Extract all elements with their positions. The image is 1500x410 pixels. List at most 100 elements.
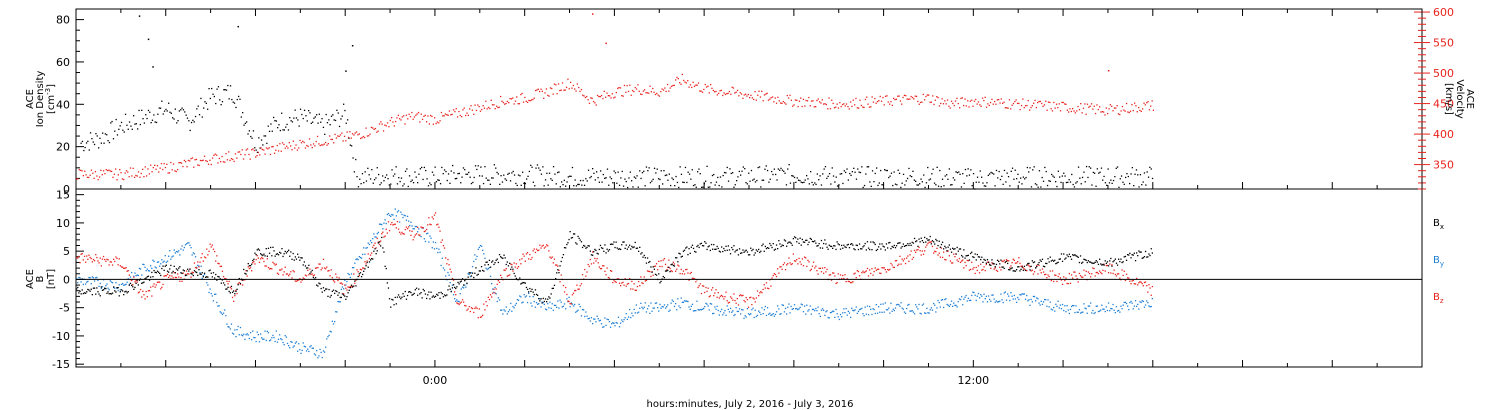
by-point [1017,296,1019,299]
bx-point [814,240,816,242]
by-point [182,249,184,251]
bz-point [737,304,740,306]
velocity-point [914,95,916,97]
bz-point [106,258,108,260]
density-point [538,167,540,169]
bx-point [807,243,809,246]
density-point [450,170,452,172]
by-point [745,316,747,318]
by-point [974,294,976,296]
velocity-point [645,92,647,94]
bz-point [844,274,846,276]
by-point [996,301,999,303]
density-point [711,174,714,177]
density-point [532,181,534,183]
bx-point [279,251,281,253]
by-point [321,356,323,359]
by-point [175,250,178,253]
density-point [795,181,797,183]
bz-point [725,291,727,293]
velocity-point [844,105,846,107]
density-point [582,179,584,182]
bx-point [368,261,371,263]
bx-point [1021,266,1023,268]
velocity-point [731,86,733,88]
by-point [743,317,745,319]
density-point [378,173,380,176]
by-point [555,304,557,307]
bz-point [571,294,574,296]
by-point [1024,298,1027,300]
by-point [938,301,940,304]
by-point [219,311,221,313]
by-point [970,299,972,301]
bz-point [663,258,666,260]
bz-point [1065,277,1067,279]
bx-point [110,293,113,295]
bx-point [943,248,945,250]
velocity-point [837,107,840,109]
bz-point [1007,260,1009,262]
by-point [225,315,227,317]
bz-point [617,278,620,280]
density-point [500,175,502,177]
bz-point [475,306,477,308]
bx-point [744,250,746,252]
density-point [456,177,458,180]
by-point [602,326,604,328]
density-point [635,177,637,179]
by-point [491,283,493,285]
velocity-point [1117,113,1120,115]
density-point [128,121,131,123]
bz-point [1079,275,1082,277]
density-point [1122,181,1124,183]
by-point [856,312,858,314]
density-point [1115,167,1117,169]
bz-point [897,264,899,267]
bz-point [455,294,457,296]
by-point [442,267,445,269]
velocity-point [494,108,496,110]
bx-point [972,256,974,258]
density-point [812,184,814,186]
by-point [131,271,133,274]
bx-point [1033,261,1036,263]
bz-point [828,274,830,276]
bz-point [698,285,700,287]
velocity-point [735,91,737,93]
bz-point [744,301,746,303]
density-axis-label: ACE Ion Density [cm-3] [25,71,57,128]
by-point [234,329,236,331]
velocity-point [887,101,889,103]
bx-point [448,285,450,287]
bz-point [853,273,855,275]
density-point [752,179,754,181]
by-point [492,288,494,290]
velocity-point [222,161,224,163]
density-point [687,171,689,173]
bx-point [528,291,530,293]
bz-point [996,270,999,272]
bx-point [355,285,357,287]
bx-point [964,257,966,259]
bz-point [768,287,770,290]
bx-point [995,263,998,266]
by-point [233,333,235,335]
bx-point [812,241,815,243]
bz-point [517,266,520,268]
density-point-outlier [138,15,141,17]
bz-point [755,297,757,299]
by-point [373,233,375,235]
velocity-point [183,159,185,162]
density-point [986,182,988,184]
bx-point [332,289,335,291]
bx-point [1076,255,1078,258]
density-point [904,184,906,186]
velocity-point [516,96,518,98]
bz-point [85,261,87,263]
bx-point [586,246,588,249]
density-point [447,173,450,175]
bz-point [434,212,437,214]
by-point [871,313,873,316]
by-point [290,341,292,343]
